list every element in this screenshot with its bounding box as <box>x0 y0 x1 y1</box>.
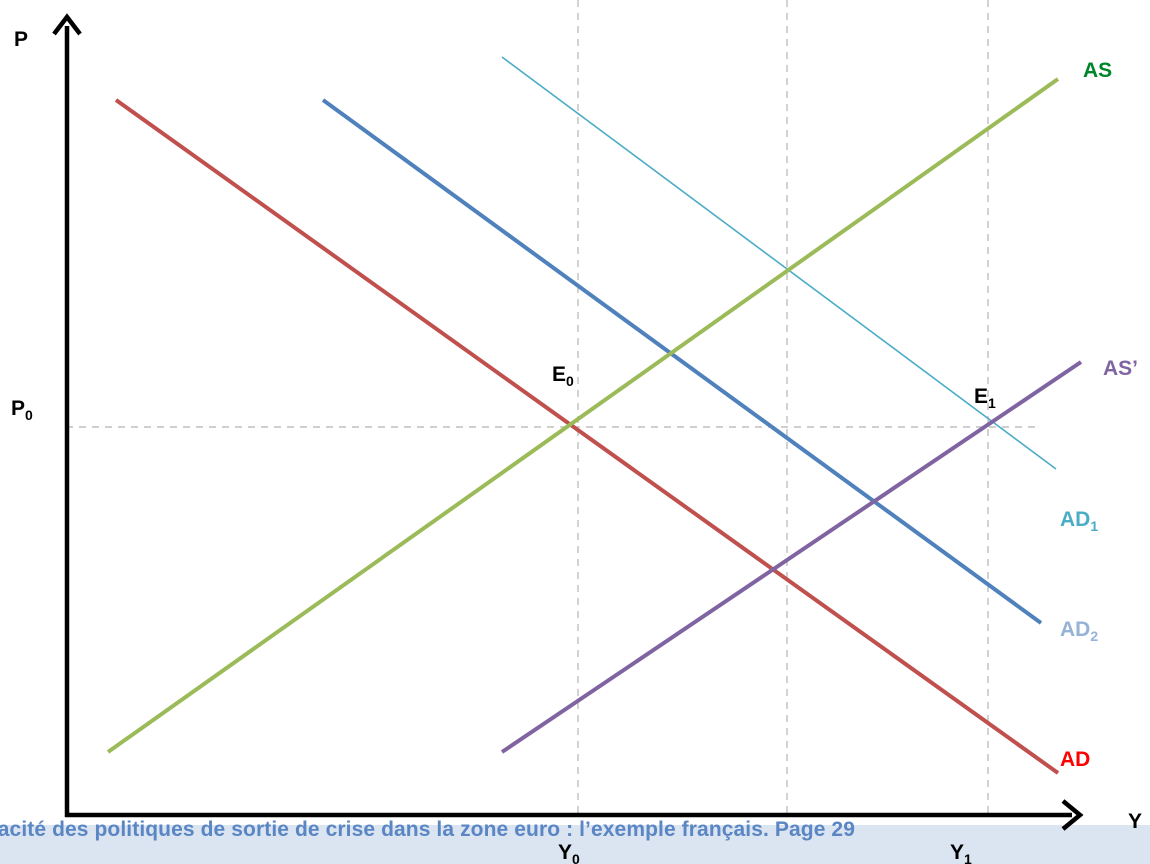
as-prime-curve <box>500 360 1083 754</box>
as-prime-label: AS’ <box>1103 357 1138 380</box>
axes <box>64 26 1072 818</box>
footer-caption: cacité des politiques de sortie de crise… <box>0 818 855 841</box>
ad-curve <box>114 98 1060 775</box>
y-axis-arrowhead <box>52 13 82 36</box>
x-axis-arrowhead <box>1061 799 1084 831</box>
y-axis-label: P <box>14 28 28 51</box>
as-curve <box>106 77 1060 754</box>
guide-lines <box>66 0 1035 815</box>
e1-label: E1 <box>974 385 996 411</box>
y1-label: Y1 <box>950 841 972 864</box>
as-label: AS <box>1083 59 1112 82</box>
footer-band <box>0 825 1150 864</box>
ad2-label: AD2 <box>1060 618 1098 644</box>
ad2-curve <box>321 98 1043 625</box>
ad1-curve <box>501 56 1057 470</box>
ad1-label: AD1 <box>1060 508 1098 534</box>
x-axis-label: Y <box>1128 810 1142 833</box>
e0-label: E0 <box>552 363 574 389</box>
y0-label: Y0 <box>558 841 580 864</box>
ad-label: AD <box>1060 748 1090 771</box>
p0-label: P0 <box>11 397 33 423</box>
